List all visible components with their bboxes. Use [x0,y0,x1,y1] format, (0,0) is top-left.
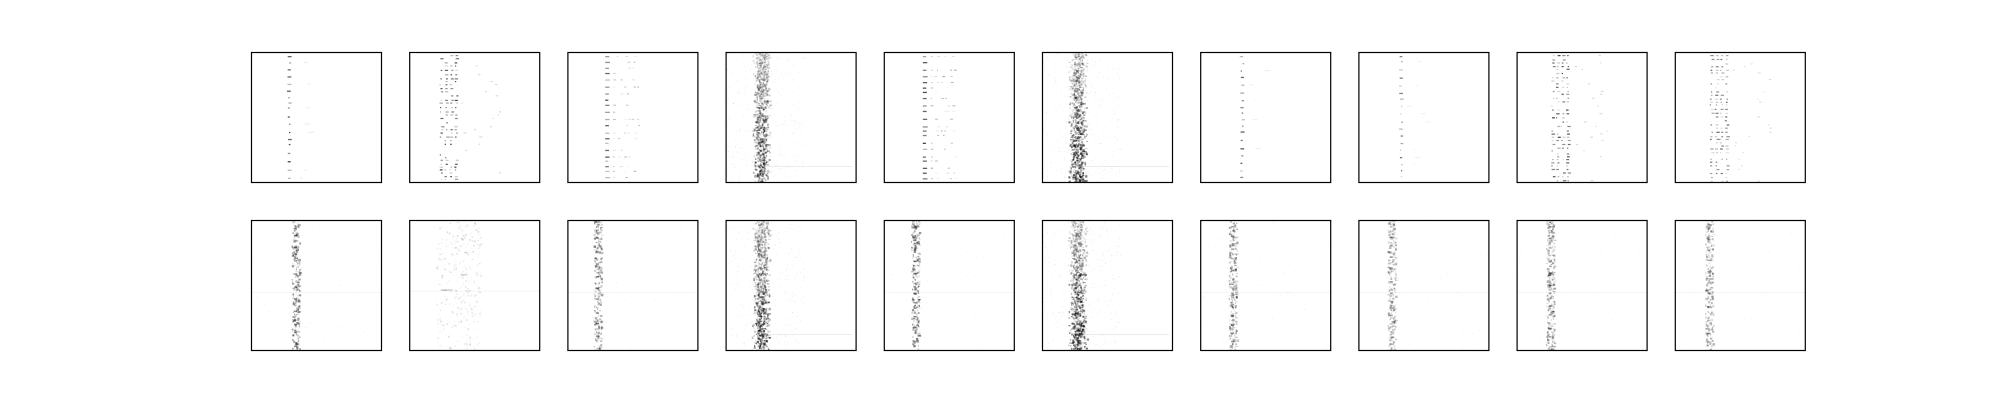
image-panel [1674,219,1806,352]
panel-frame [567,51,699,184]
image-panel [1516,51,1648,184]
panel-background [1358,52,1490,183]
image-panel [725,219,857,352]
panel-pixels [1358,220,1490,351]
panel-background [1358,220,1490,351]
panel-background [1042,220,1173,351]
panel-pixels [605,56,640,179]
image-panel [725,51,857,184]
image-panel [883,51,1015,184]
panel-pixels [1516,220,1648,351]
image-panel [1041,51,1174,184]
panel-frame [1200,51,1332,184]
image-panel [883,219,1015,352]
image-panel [567,51,699,184]
panel-pixels [409,221,541,351]
image-panel [1674,51,1806,184]
image-panel [409,219,541,352]
panel-pixels [251,220,382,351]
panel-background [1516,220,1648,351]
panel-frame [250,219,383,352]
panel-background [725,220,857,351]
panel-frame [725,219,857,352]
panel-frame [1516,219,1648,352]
panel-pixels [1674,220,1806,351]
panel-background [1200,220,1332,351]
panel-pixels [726,52,853,183]
panel-pixels [1042,220,1170,351]
panel-frame [725,51,857,184]
panel-frame [409,51,541,184]
image-panel [1358,219,1490,352]
panel-pixels [439,55,502,180]
image-panel [1358,51,1490,184]
panel-background [567,52,699,183]
panel-frame [1200,219,1332,352]
panel-frame [883,219,1015,352]
panel-frame [883,51,1015,184]
panel-background [409,220,541,351]
panel-frame [409,219,541,352]
image-panel [567,219,699,352]
panel-background [1516,52,1648,183]
panel-pixels [1398,56,1431,178]
panel-background [251,220,382,351]
panel-frame [1358,51,1490,184]
image-panel [409,51,541,184]
panel-pixels [567,220,699,351]
panel-background [883,220,1015,351]
panel-background [883,52,1015,183]
image-panel [250,51,383,184]
panel-pixels [883,220,1015,351]
panel-frame [250,51,383,184]
panel-background [567,220,699,351]
panel-pixels [287,56,315,179]
panel-pixels [1200,220,1332,351]
panel-background [409,52,541,183]
image-panel [1041,219,1174,352]
panel-pixels [1239,56,1271,179]
image-panel [1516,219,1648,352]
panel-frame [567,219,699,352]
panel-frame [1041,51,1174,184]
panel-frame [1516,51,1648,184]
image-panel [1200,219,1332,352]
panel-pixels [922,56,958,180]
image-panel [1200,51,1332,184]
panel-frame [1674,51,1806,184]
panel-frame [1358,219,1490,352]
panel-background [725,52,857,183]
panel-background [1200,52,1332,183]
panel-frame [1674,219,1806,352]
panel-frame [1041,219,1174,352]
panel-pixels [1042,52,1170,183]
panel-background [1674,220,1806,351]
panel-background [251,52,382,183]
panel-background [1042,52,1173,183]
panel-pixels [1709,55,1772,182]
image-panel [250,219,383,352]
panel-background [1674,52,1806,183]
panel-pixels [1551,55,1608,182]
panel-pixels [725,220,853,351]
